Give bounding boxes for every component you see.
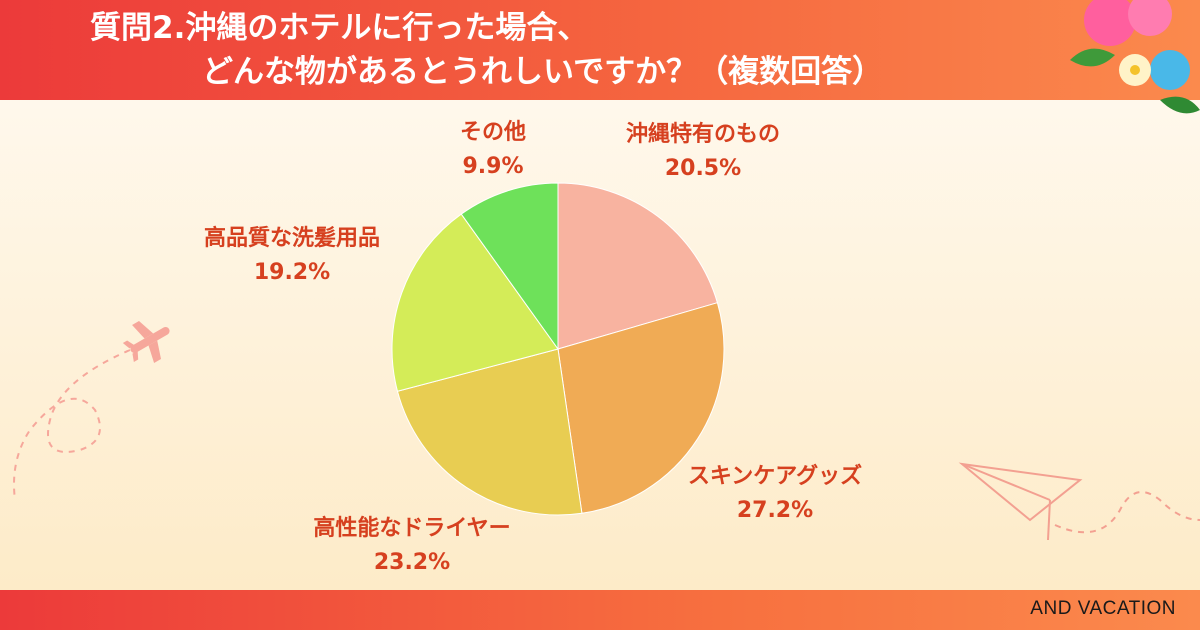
slice-label: 高品質な洗髪用品 19.2% (204, 222, 380, 290)
flight-path-left (13, 349, 131, 501)
title-line-1: 質問2.沖縄のホテルに行った場合、 (90, 10, 589, 46)
page-title: 質問2.沖縄のホテルに行った場合、 どんな物があるとうれしいですか？（複数回答） (90, 6, 883, 94)
slice-label-name: スキンケアグッズ (687, 464, 863, 489)
slice-label-value: 9.9% (462, 154, 524, 179)
airplane-icon (122, 320, 170, 364)
slice-label: 高性能なドライヤー 23.2% (313, 512, 510, 580)
brand-name: AND VACATION (1030, 598, 1176, 619)
pie-slice (557, 302, 725, 514)
pie-slice (460, 182, 559, 351)
pie-slice (396, 348, 583, 516)
slice-label-name: 沖縄特有のもの (625, 122, 781, 147)
slice-label-value: 27.2% (736, 498, 814, 523)
flight-path-right (1054, 491, 1200, 534)
pie-slice (391, 213, 559, 392)
slice-label-name: 高品質な洗髪用品 (203, 226, 381, 251)
footer-banner: AND VACATION (0, 590, 1200, 630)
slice-label: その他 9.9% (460, 116, 526, 184)
slice-label-value: 23.2% (373, 550, 451, 575)
title-line-2: どんな物があるとうれしいですか？（複数回答） (202, 54, 884, 90)
slice-label: 沖縄特有のもの 20.5% (626, 118, 780, 186)
slice-label: スキンケアグッズ 27.2% (688, 460, 862, 528)
hibiscus-flower-icon (1070, 0, 1200, 114)
slice-label-value: 20.5% (664, 156, 742, 181)
slice-label-name: 高性能なドライヤー (313, 516, 511, 541)
header-banner: 質問2.沖縄のホテルに行った場合、 どんな物があるとうれしいですか？（複数回答） (0, 0, 1200, 100)
slice-label-value: 19.2% (253, 260, 331, 285)
pie-slice (557, 182, 719, 350)
slice-label-name: その他 (459, 120, 527, 145)
paper-plane-icon (958, 462, 1083, 541)
